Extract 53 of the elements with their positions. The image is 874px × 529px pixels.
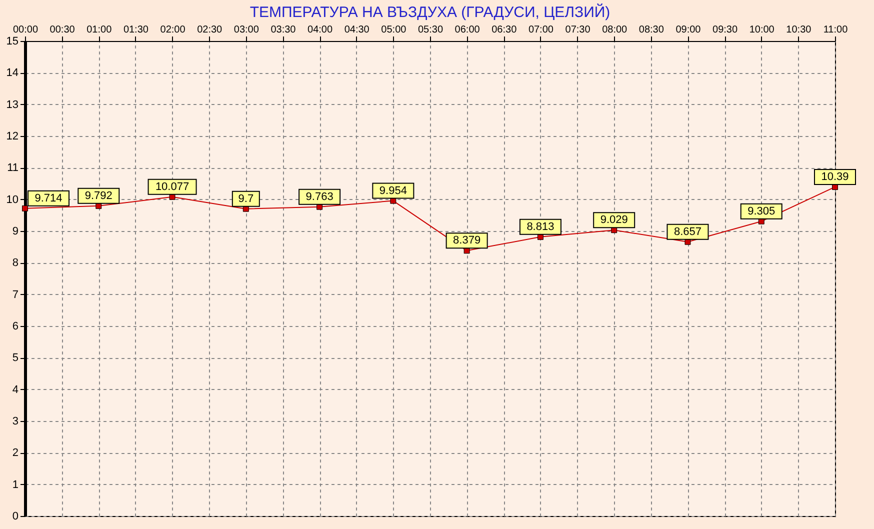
x-tick-label: 09:30 <box>712 24 738 36</box>
y-tick-label: 3 <box>12 416 18 428</box>
x-tick-label: 02:30 <box>197 24 223 36</box>
y-tick-label: 7 <box>12 288 18 301</box>
x-tick-label: 08:30 <box>638 24 664 36</box>
data-label: 9.305 <box>748 205 776 218</box>
x-tick-label: 10:00 <box>749 24 775 36</box>
data-label: 8.379 <box>453 234 481 247</box>
y-tick-label: 5 <box>12 352 18 364</box>
y-tick-label: 9 <box>12 226 18 238</box>
y-tick-label: 14 <box>6 67 18 80</box>
data-label: 9.714 <box>34 192 62 204</box>
y-tick-label: 0 <box>12 510 18 522</box>
point <box>22 205 28 212</box>
x-tick-label: 05:30 <box>418 24 444 36</box>
y-tick-label: 12 <box>6 130 18 142</box>
x-tick-label: 06:30 <box>492 24 518 36</box>
y-tick-label: 15 <box>6 36 18 48</box>
data-label: 9.954 <box>379 184 407 197</box>
y-tick-label: 13 <box>6 98 18 111</box>
x-tick-label: 11:00 <box>823 24 848 36</box>
x-tick-label: 04:30 <box>344 24 370 36</box>
y-tick-label: 2 <box>12 447 18 460</box>
chart-title: ТЕМПЕРАТУРА НА ВЪЗДУХА (ГРАДУСИ, ЦЕЛЗИЙ) <box>250 3 610 21</box>
data-label: 10.39 <box>821 170 849 183</box>
x-tick-label: 00:30 <box>50 24 76 36</box>
y-tick-label: 8 <box>12 257 18 270</box>
x-tick-label: 08:00 <box>602 24 628 36</box>
x-tick-label: 07:00 <box>528 24 554 36</box>
y-tick-label: 10 <box>6 194 18 206</box>
x-tick-label: 00:00 <box>12 24 38 36</box>
x-tick-label: 07:30 <box>565 24 591 36</box>
x-tick-label: 06:00 <box>454 24 480 36</box>
data-label: 8.657 <box>674 226 702 238</box>
x-tick-label: 01:00 <box>86 24 112 36</box>
x-tick-label: 04:00 <box>308 24 333 36</box>
x-tick-label: 10:30 <box>786 24 812 36</box>
x-tick-label: 05:00 <box>381 24 407 36</box>
data-label: 9.792 <box>84 190 112 202</box>
x-tick-label: 01:30 <box>123 24 149 36</box>
data-label: 9.7 <box>238 192 254 205</box>
data-label: 9.763 <box>306 190 334 203</box>
y-tick-label: 11 <box>7 162 18 174</box>
data-label: 9.029 <box>600 214 628 226</box>
x-tick-label: 03:30 <box>270 24 296 36</box>
y-tick-label: 1 <box>12 478 18 491</box>
y-tick-label: 4 <box>12 384 18 396</box>
y-tick-label: 6 <box>12 320 18 332</box>
x-tick-label: 09:00 <box>676 24 702 36</box>
data-label: 8.813 <box>526 220 554 233</box>
data-label: 10.077 <box>155 180 190 193</box>
x-tick-label: 03:00 <box>234 24 260 36</box>
x-tick-label: 02:00 <box>160 24 186 36</box>
